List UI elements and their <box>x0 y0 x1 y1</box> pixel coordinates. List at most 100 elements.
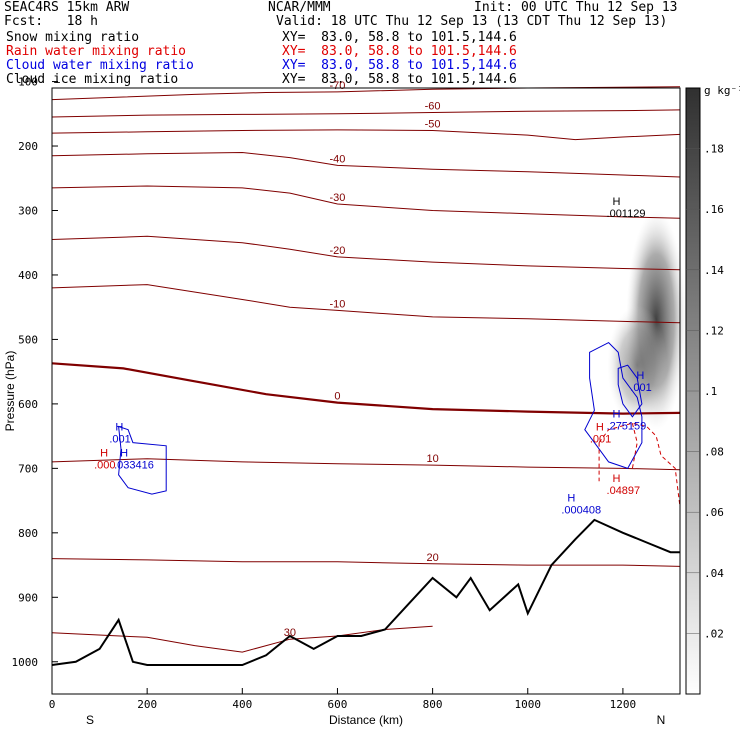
snow-max-value: .001129 <box>607 208 646 220</box>
colorbar-tick-label: .06 <box>704 506 724 519</box>
colorbar-tick-label: .16 <box>704 203 724 216</box>
isotherm-label: -10 <box>330 298 346 310</box>
isotherm-label: -70 <box>330 80 346 92</box>
cloud-water-max-marker: H <box>613 409 621 421</box>
field-xy-snow: XY= 83.0, 58.8 to 101.5,144.6 <box>282 30 517 45</box>
x-tick-label: 1200 <box>610 698 637 711</box>
colorbar: .18 .16 .14 .12 .1 .08 .06 .04 .02 g kg⁻¹ <box>685 84 740 695</box>
cloud-water-max-value: .275159 <box>607 421 647 433</box>
isotherm-label: 20 <box>426 552 438 564</box>
field-xy-cloud-ice: XY= 83.0, 58.8 to 101.5,144.6 <box>282 72 517 87</box>
x-tick-label: 0 <box>49 698 56 711</box>
cloud-ice-lobe <box>607 305 668 426</box>
isotherm-line <box>51 362 681 415</box>
field-xy-rain: XY= 83.0, 58.8 to 101.5,144.6 <box>282 44 517 59</box>
x-tick-label: 1000 <box>515 698 542 711</box>
y-tick-label: 400 <box>18 269 38 282</box>
field-xy-cloud-water: XY= 83.0, 58.8 to 101.5,144.6 <box>282 58 517 73</box>
valid-time: Valid: 18 UTC Thu 12 Sep 13 (13 CDT Thu … <box>276 14 668 29</box>
isotherm-contours: -70 -60 -50 -40 -30 -20 -10 0 10 20 30 <box>51 80 681 653</box>
rain-max-marker: H <box>613 473 621 485</box>
cloud-ice-shading <box>607 210 687 431</box>
y-tick-label: 100 <box>18 76 38 89</box>
rain-max-marker: H <box>100 447 108 459</box>
field-label-rain: Rain water mixing ratio <box>6 44 187 59</box>
cloud-water-max-marker: H <box>636 370 644 382</box>
init-time: Init: 00 UTC Thu 12 Sep 13 <box>474 0 678 15</box>
x-tick-label: 800 <box>423 698 443 711</box>
rain-water-contour <box>631 423 638 469</box>
colorbar-tick-label: .12 <box>704 324 724 337</box>
snow-max-marker: H <box>613 196 621 208</box>
cloud-water-max-value: .001 <box>630 382 651 394</box>
field-label-cloud-water: Cloud water mixing ratio <box>6 58 194 73</box>
y-tick-label: 200 <box>18 140 38 153</box>
isotherm-line <box>51 185 681 219</box>
x-tick-label: 600 <box>328 698 348 711</box>
isotherm-line <box>51 151 681 178</box>
isotherm-line <box>51 129 681 141</box>
isotherm-label: -50 <box>425 119 441 131</box>
isotherm-label: -40 <box>330 153 346 165</box>
cloud-water-max-value: .033416 <box>114 459 154 471</box>
isotherm-line <box>51 235 681 271</box>
isotherm-label: -20 <box>330 245 346 257</box>
terrain-profile <box>51 518 680 666</box>
cloud-water-contour <box>584 341 643 470</box>
rain-max-marker: H <box>596 422 604 434</box>
colorbar-unit: g kg⁻¹ <box>704 84 740 97</box>
north-label: N <box>657 713 666 727</box>
center-title: NCAR/MMM <box>268 0 331 15</box>
axes: 0 200 400 600 800 1000 12001002003004005006007… <box>3 76 681 727</box>
field-label-cloud-ice: Cloud ice mixing ratio <box>6 72 179 87</box>
y-tick-label: 700 <box>18 462 38 475</box>
x-axis-label: Distance (km) <box>329 713 403 727</box>
isotherm-label: 30 <box>284 627 296 639</box>
isotherm-line <box>51 109 681 118</box>
isotherm-line <box>51 284 681 324</box>
cloud-water-max-marker: H <box>567 492 575 504</box>
cloud-water-contour <box>617 364 643 418</box>
y-tick-label: 800 <box>18 527 38 540</box>
cloud-water-max-marker: H <box>115 422 123 434</box>
isotherm-label: -60 <box>425 100 441 112</box>
forecast-hour: Fcst: 18 h <box>4 14 98 29</box>
y-tick-label: 300 <box>18 204 38 217</box>
cloud-water-max-value: .001 <box>109 434 130 446</box>
isotherm-label: -30 <box>330 192 346 204</box>
colorbar-tick-label: .1 <box>704 385 717 398</box>
rain-max-value: .000 <box>94 459 115 471</box>
y-tick-label: 600 <box>18 398 38 411</box>
cloud-water-contours <box>118 341 643 495</box>
y-tick-label: 900 <box>18 591 38 604</box>
south-label: S <box>86 713 94 727</box>
cloud-water-max-value: .000408 <box>561 504 601 516</box>
colorbar-tick-label: .14 <box>704 264 724 277</box>
rain-max-value: .001 <box>590 434 611 446</box>
rain-water-contours <box>598 422 681 508</box>
isotherm-line <box>51 558 681 567</box>
x-tick-label: 200 <box>137 698 157 711</box>
y-tick-label: 1000 <box>12 656 39 669</box>
colorbar-tick-label: .08 <box>704 446 724 459</box>
isotherm-line <box>51 458 681 471</box>
field-label-snow: Snow mixing ratio <box>6 30 140 45</box>
isotherm-line <box>51 625 433 653</box>
isotherm-label: 10 <box>426 453 438 465</box>
colorbar-tick-label: .02 <box>704 627 724 640</box>
isotherm-line <box>51 86 681 101</box>
colorbar-tick-label: .04 <box>704 567 724 580</box>
max-value-labels: H.001H.033416H.275159H.001H.000408H.001H… <box>94 196 652 517</box>
y-tick-label: 500 <box>18 333 38 346</box>
cloud-water-contour <box>118 425 167 495</box>
isotherm-label: 0 <box>334 391 340 403</box>
cloud-water-max-marker: H <box>120 447 128 459</box>
y-axis-label: Pressure (hPa) <box>3 351 17 432</box>
terrain-line <box>51 518 680 666</box>
rain-max-value: .04897 <box>607 485 641 497</box>
colorbar-tick-label: .18 <box>704 143 724 156</box>
model-title: SEAC4RS 15km ARW <box>4 0 130 15</box>
x-tick-label: 400 <box>232 698 252 711</box>
plot-frame <box>51 87 681 695</box>
